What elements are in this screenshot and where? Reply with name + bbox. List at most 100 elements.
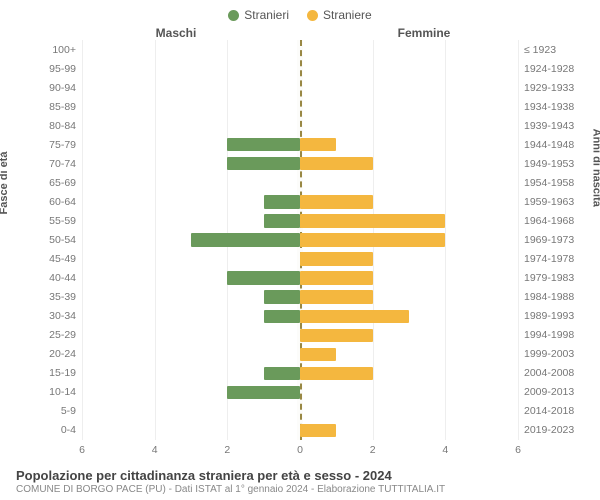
bar-row — [82, 135, 518, 154]
bar-row — [82, 173, 518, 192]
chart-title: Popolazione per cittadinanza straniera p… — [16, 468, 588, 483]
bar-male — [227, 138, 300, 151]
bar-male — [264, 310, 300, 323]
bar-female — [300, 252, 373, 265]
bar-female — [300, 348, 336, 361]
year-label: 1954-1958 — [518, 173, 578, 192]
age-label: 25-29 — [22, 326, 82, 345]
left-axis-title: Fasce di età — [0, 152, 10, 215]
bar-row — [82, 230, 518, 249]
year-label: 2014-2018 — [518, 402, 578, 421]
legend: Stranieri Straniere — [0, 8, 600, 22]
age-label: 100+ — [22, 40, 82, 59]
bar-female — [300, 290, 373, 303]
bar-female — [300, 195, 373, 208]
chart-area: Fasce di età 100+95-9990-9485-8980-8475-… — [0, 40, 600, 440]
bar-male — [264, 195, 300, 208]
bar-male — [227, 157, 300, 170]
bar-female — [300, 367, 373, 380]
age-label: 85-89 — [22, 97, 82, 116]
age-label: 50-54 — [22, 230, 82, 249]
bar-row — [82, 192, 518, 211]
age-label: 70-74 — [22, 154, 82, 173]
year-label: 1969-1973 — [518, 230, 578, 249]
header-female: Femmine — [300, 26, 518, 40]
year-labels: ≤ 19231924-19281929-19331934-19381939-19… — [518, 40, 578, 440]
legend-item-female: Straniere — [307, 8, 372, 22]
bar-row — [82, 59, 518, 78]
bar-male — [264, 367, 300, 380]
left-axis: Fasce di età — [6, 40, 22, 440]
year-label: ≤ 1923 — [518, 40, 578, 59]
bar-row — [82, 383, 518, 402]
bar-female — [300, 329, 373, 342]
bar-row — [82, 116, 518, 135]
year-label: 1974-1978 — [518, 250, 578, 269]
right-axis-title: Anni di nascita — [590, 129, 600, 207]
bar-male — [191, 233, 300, 246]
legend-dot-male — [228, 10, 239, 21]
bar-male — [264, 290, 300, 303]
legend-label-female: Straniere — [323, 8, 372, 22]
bar-row — [82, 402, 518, 421]
bar-row — [82, 269, 518, 288]
age-label: 95-99 — [22, 59, 82, 78]
year-label: 1964-1968 — [518, 211, 578, 230]
year-label: 1999-2003 — [518, 345, 578, 364]
age-label: 15-19 — [22, 364, 82, 383]
age-label: 75-79 — [22, 135, 82, 154]
age-label: 5-9 — [22, 402, 82, 421]
bar-row — [82, 78, 518, 97]
population-pyramid: 6420246 — [82, 40, 518, 440]
legend-item-male: Stranieri — [228, 8, 289, 22]
year-label: 1994-1998 — [518, 326, 578, 345]
age-label: 90-94 — [22, 78, 82, 97]
age-label: 80-84 — [22, 116, 82, 135]
age-label: 35-39 — [22, 288, 82, 307]
bar-female — [300, 310, 409, 323]
age-label: 10-14 — [22, 383, 82, 402]
bar-row — [82, 154, 518, 173]
age-label: 60-64 — [22, 192, 82, 211]
bar-male — [227, 271, 300, 284]
year-label: 1989-1993 — [518, 307, 578, 326]
year-label: 1934-1938 — [518, 97, 578, 116]
bar-row — [82, 97, 518, 116]
x-tick-label: 2 — [224, 444, 230, 456]
bar-male — [227, 386, 300, 399]
bar-female — [300, 271, 373, 284]
x-tick-label: 6 — [515, 444, 521, 456]
bar-row — [82, 288, 518, 307]
year-label: 1959-1963 — [518, 192, 578, 211]
bar-row — [82, 307, 518, 326]
x-tick-label: 4 — [442, 444, 448, 456]
bar-row — [82, 421, 518, 440]
bar-female — [300, 233, 445, 246]
bar-female — [300, 157, 373, 170]
age-label: 20-24 — [22, 345, 82, 364]
bars-layer — [82, 40, 518, 440]
year-label: 1979-1983 — [518, 269, 578, 288]
x-tick-label: 4 — [152, 444, 158, 456]
bar-male — [264, 214, 300, 227]
bar-row — [82, 40, 518, 59]
year-label: 1929-1933 — [518, 78, 578, 97]
bar-female — [300, 214, 445, 227]
age-label: 45-49 — [22, 250, 82, 269]
year-label: 2009-2013 — [518, 383, 578, 402]
chart-subtitle: COMUNE DI BORGO PACE (PU) - Dati ISTAT a… — [16, 484, 588, 495]
bar-female — [300, 424, 336, 437]
year-label: 1944-1948 — [518, 135, 578, 154]
year-label: 2004-2008 — [518, 364, 578, 383]
age-label: 65-69 — [22, 173, 82, 192]
legend-label-male: Stranieri — [244, 8, 289, 22]
header-male: Maschi — [82, 26, 300, 40]
bar-row — [82, 250, 518, 269]
x-tick-label: 6 — [79, 444, 85, 456]
right-axis: Anni di nascita — [578, 40, 594, 440]
age-label: 55-59 — [22, 211, 82, 230]
bar-row — [82, 345, 518, 364]
age-label: 0-4 — [22, 421, 82, 440]
year-label: 2019-2023 — [518, 421, 578, 440]
x-tick-label: 2 — [370, 444, 376, 456]
